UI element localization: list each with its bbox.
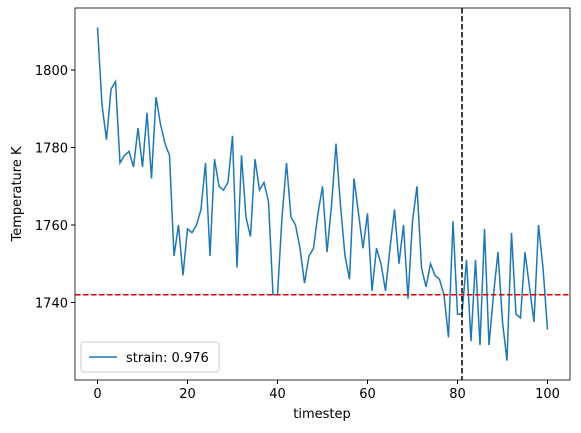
plot-frame	[74, 7, 571, 381]
legend-box	[80, 341, 220, 373]
x-tick-label: 0	[93, 387, 101, 402]
x-tick-label: 20	[179, 387, 196, 402]
data-line	[96, 27, 549, 361]
x-tick-label: 60	[359, 387, 376, 402]
y-tick-label: 1740	[35, 297, 68, 312]
y-tick-label: 1760	[35, 219, 68, 234]
y-axis-label: Temperature K	[10, 146, 25, 242]
x-tick-label: 40	[269, 387, 286, 402]
y-tick-label: 1800	[35, 64, 68, 79]
x-tick-label: 80	[449, 387, 466, 402]
x-tick-label: 100	[535, 387, 560, 402]
legend-label: strain: 0.976	[126, 351, 209, 366]
y-tick-label: 1780	[35, 142, 68, 157]
x-axis-label: timestep	[293, 407, 351, 422]
